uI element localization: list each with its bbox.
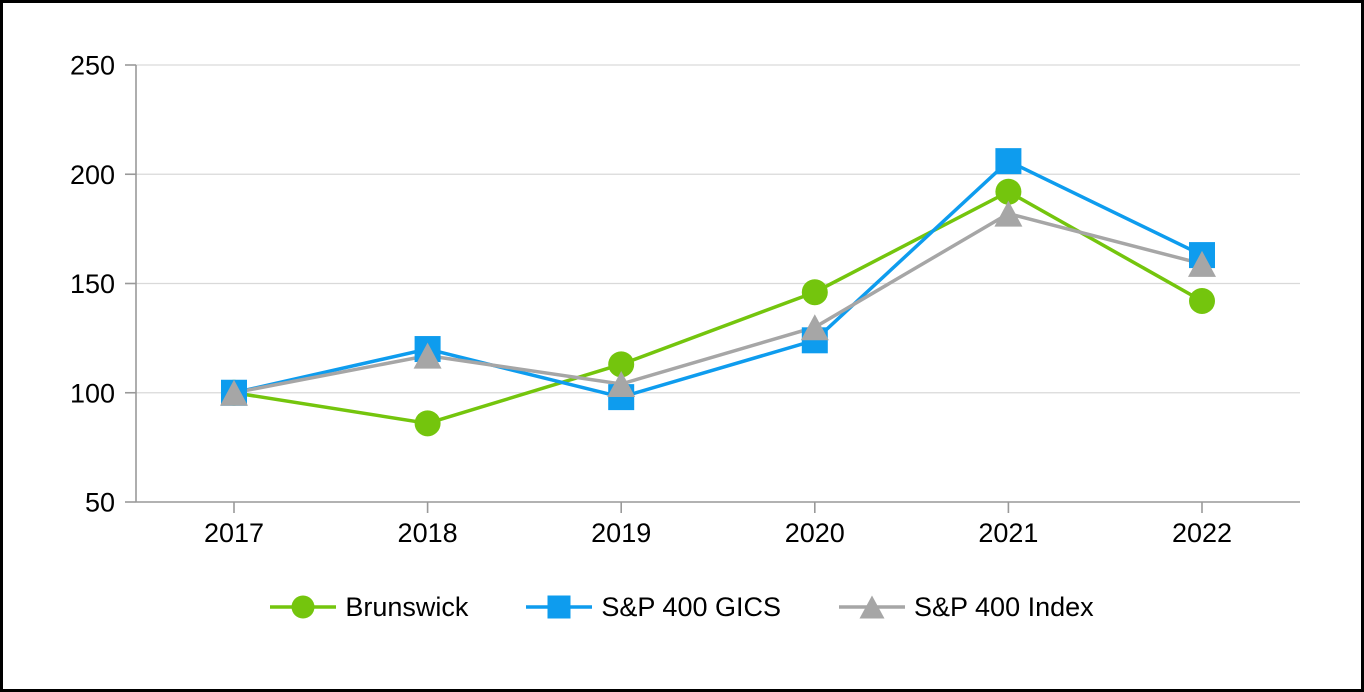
svg-text:2021: 2021 <box>978 518 1038 548</box>
legend-label: Brunswick <box>345 591 469 622</box>
svg-text:150: 150 <box>70 269 115 299</box>
svg-text:2020: 2020 <box>785 518 845 548</box>
legend-label: S&P 400 Index <box>914 591 1094 622</box>
sp400-index-marker-icon <box>839 595 905 619</box>
legend-item-brunswick: Brunswick <box>270 593 468 621</box>
chart-legend: Brunswick S&P 400 GICS S&P 400 Index <box>3 586 1361 628</box>
legend-item-sp400-gics: S&P 400 GICS <box>526 593 781 621</box>
stock-performance-chart: 50 100 150 200 250 2017 2018 2019 2020 2021 2022 <box>70 51 1300 548</box>
svg-text:250: 250 <box>70 51 115 81</box>
brunswick-marker-icon <box>270 595 337 619</box>
legend-label: S&P 400 GICS <box>601 591 781 622</box>
svg-text:2019: 2019 <box>591 518 651 548</box>
svg-text:200: 200 <box>70 160 115 190</box>
svg-text:100: 100 <box>70 378 115 408</box>
svg-text:50: 50 <box>85 488 115 518</box>
svg-text:2017: 2017 <box>204 518 264 548</box>
sp400-gics-marker-icon <box>526 595 593 619</box>
legend-item-sp400-index: S&P 400 Index <box>839 593 1094 621</box>
svg-text:2018: 2018 <box>398 518 458 548</box>
svg-text:2022: 2022 <box>1172 518 1232 548</box>
